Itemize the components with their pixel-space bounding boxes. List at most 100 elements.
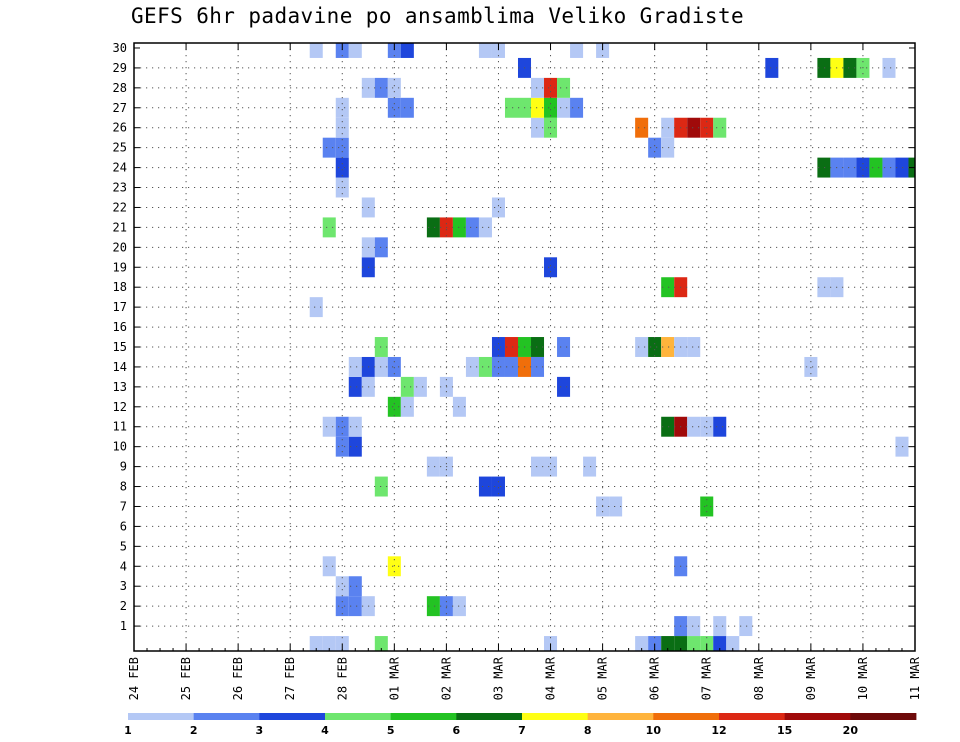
heatmap-cell bbox=[687, 636, 701, 651]
y-tick-label: 14 bbox=[113, 360, 127, 374]
y-axis: 1234567891011121314151617181920212223242… bbox=[113, 41, 915, 633]
heatmap-cell bbox=[478, 476, 492, 497]
x-tick-label: 07 MAR bbox=[700, 656, 714, 700]
heatmap-cell bbox=[309, 297, 323, 318]
heatmap-cells bbox=[309, 43, 915, 651]
heatmap-cell bbox=[869, 157, 883, 178]
y-tick-label: 22 bbox=[113, 200, 127, 214]
y-tick-label: 29 bbox=[113, 61, 127, 75]
x-tick-label: 28 FEB bbox=[335, 657, 349, 700]
heatmap-cell bbox=[817, 277, 831, 298]
x-tick-label: 08 MAR bbox=[752, 656, 766, 700]
heatmap-cell bbox=[570, 43, 584, 58]
heatmap-cell bbox=[687, 337, 701, 357]
x-tick-label: 24 FEB bbox=[127, 657, 141, 700]
x-tick-label: 27 FEB bbox=[283, 657, 297, 700]
y-tick-label: 5 bbox=[120, 539, 127, 553]
legend-swatch bbox=[784, 713, 851, 720]
heatmap-cell bbox=[322, 636, 336, 651]
y-tick-label: 4 bbox=[120, 559, 127, 573]
y-tick-label: 8 bbox=[120, 480, 127, 494]
heatmap-cell bbox=[700, 496, 714, 517]
chart-title: GEFS 6hr padavine po ansamblima Veliko G… bbox=[131, 4, 745, 28]
legend-label: 15 bbox=[777, 724, 792, 737]
y-tick-label: 24 bbox=[113, 161, 127, 175]
heatmap-cell bbox=[557, 376, 571, 397]
heatmap-cell bbox=[452, 596, 466, 617]
x-tick-label: 05 MAR bbox=[596, 656, 610, 700]
heatmap-cell bbox=[374, 636, 388, 651]
y-tick-label: 12 bbox=[113, 400, 127, 414]
heatmap-cell bbox=[882, 157, 896, 178]
y-tick-label: 2 bbox=[120, 599, 127, 613]
heatmap-cell bbox=[504, 337, 518, 357]
heatmap-cell bbox=[335, 436, 349, 457]
heatmap-cell bbox=[335, 157, 349, 178]
x-tick-label: 04 MAR bbox=[544, 656, 558, 700]
heatmap-cell bbox=[491, 43, 505, 58]
heatmap-cell bbox=[400, 396, 414, 417]
x-tick-label: 26 FEB bbox=[231, 657, 245, 700]
heatmap-cell bbox=[661, 636, 675, 651]
heatmap-cell bbox=[661, 416, 675, 437]
heatmap-cell bbox=[713, 416, 727, 437]
heatmap-cell bbox=[348, 356, 362, 377]
heatmap-cell bbox=[335, 137, 349, 158]
legend-label: 8 bbox=[584, 724, 592, 737]
heatmap-cell bbox=[531, 117, 545, 138]
heatmap-cell bbox=[348, 416, 362, 437]
legend-swatch bbox=[850, 713, 917, 720]
legend-label: 4 bbox=[321, 724, 329, 737]
heatmap-cell bbox=[661, 137, 675, 158]
y-tick-label: 27 bbox=[113, 101, 127, 115]
heatmap-cell bbox=[426, 217, 440, 238]
heatmap-cell bbox=[309, 636, 323, 651]
y-tick-label: 9 bbox=[120, 460, 127, 474]
y-tick-label: 1 bbox=[120, 619, 127, 633]
legend-swatch bbox=[193, 713, 260, 720]
legend-label: 12 bbox=[711, 724, 726, 737]
x-tick-label: 06 MAR bbox=[648, 656, 662, 700]
heatmap-cell bbox=[687, 416, 701, 437]
y-tick-label: 21 bbox=[113, 220, 127, 234]
heatmap-cell bbox=[309, 43, 323, 58]
legend-swatch bbox=[719, 713, 786, 720]
heatmap-cell bbox=[843, 157, 857, 178]
heatmap-cell bbox=[713, 117, 727, 138]
legend-swatch bbox=[456, 713, 523, 720]
heatmap-cell bbox=[504, 97, 518, 118]
y-tick-label: 7 bbox=[120, 499, 127, 513]
y-tick-label: 13 bbox=[113, 380, 127, 394]
heatmap-cell bbox=[635, 636, 649, 651]
heatmap-cell bbox=[544, 257, 558, 278]
legend-label: 1 bbox=[124, 724, 132, 737]
y-tick-label: 3 bbox=[120, 579, 127, 593]
heatmap-cell bbox=[426, 456, 440, 477]
heatmap-cell bbox=[531, 337, 545, 357]
heatmap-cell bbox=[348, 596, 362, 617]
heatmap-cell bbox=[531, 356, 545, 377]
heatmap-cell bbox=[817, 157, 831, 178]
heatmap-cell bbox=[374, 356, 388, 377]
heatmap-cell bbox=[452, 217, 466, 238]
heatmap-cell bbox=[348, 436, 362, 457]
heatmap-cell bbox=[374, 237, 388, 258]
heatmap-cell bbox=[387, 556, 401, 577]
heatmap-cell bbox=[374, 337, 388, 357]
heatmap-cell bbox=[804, 356, 818, 377]
heatmap-cell bbox=[335, 43, 349, 58]
y-tick-label: 20 bbox=[113, 240, 127, 254]
y-tick-label: 30 bbox=[113, 41, 127, 55]
heatmap-cell bbox=[452, 396, 466, 417]
y-tick-label: 15 bbox=[113, 340, 127, 354]
heatmap-cell bbox=[882, 57, 896, 78]
heatmap-cell bbox=[817, 57, 831, 78]
color-legend: 1 2 3 4 5 6 7 8 10 12 15 20 bbox=[124, 713, 917, 737]
heatmap-cell bbox=[557, 97, 571, 118]
heatmap-cell bbox=[491, 337, 505, 357]
x-tick-label: 02 MAR bbox=[439, 656, 453, 700]
heatmap-cell bbox=[387, 43, 401, 58]
heatmap-cell bbox=[374, 476, 388, 497]
heatmap-cell bbox=[635, 337, 649, 357]
y-tick-label: 16 bbox=[113, 320, 127, 334]
